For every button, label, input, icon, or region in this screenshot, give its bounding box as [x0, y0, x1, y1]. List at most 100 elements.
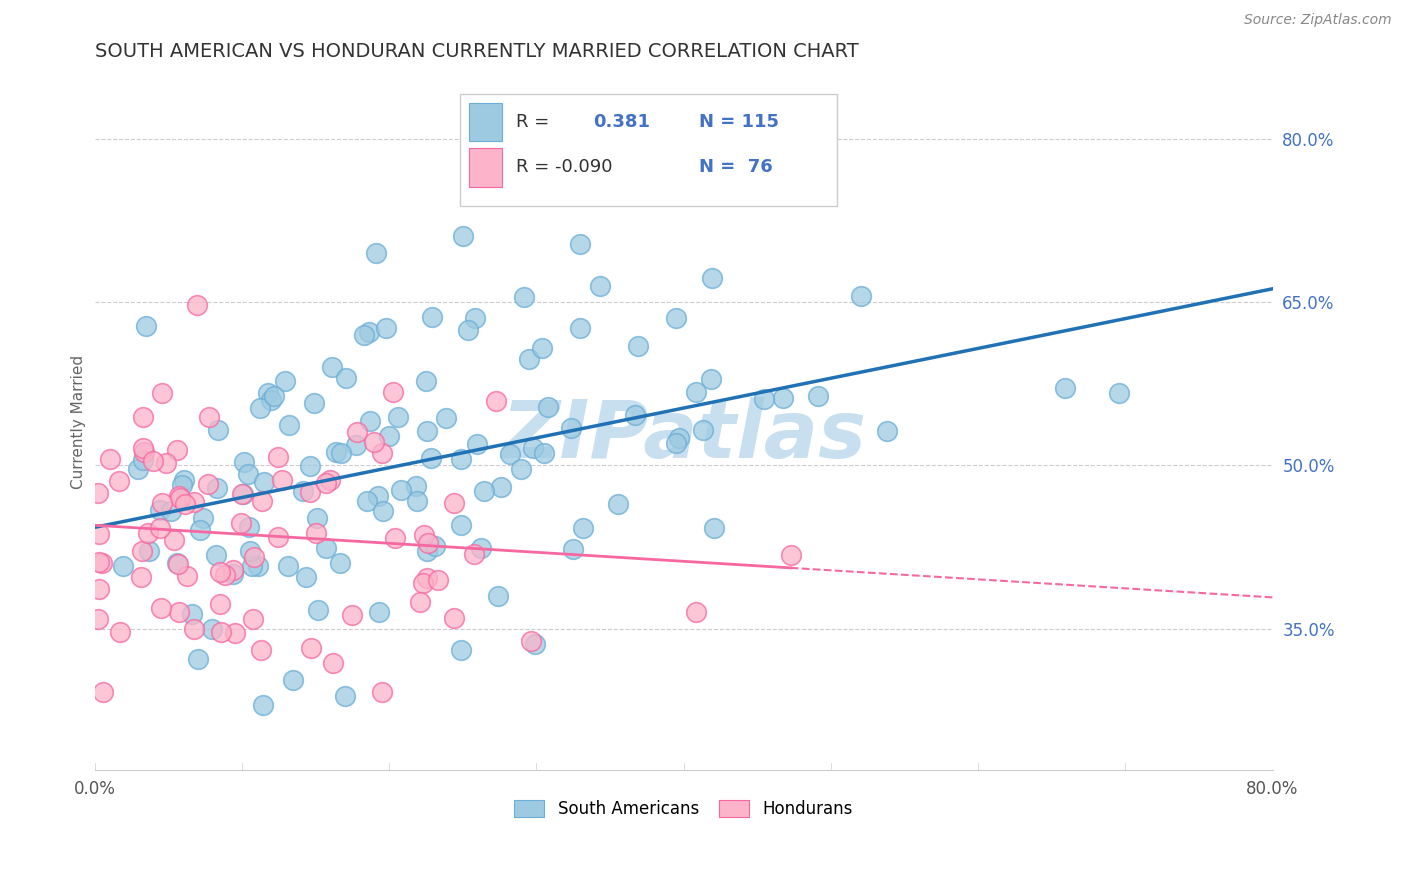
- Point: [607, 497, 630, 511]
- Point: [463, 547, 485, 561]
- Text: ZIPatlas: ZIPatlas: [501, 397, 866, 475]
- Point: [779, 548, 801, 562]
- Point: [509, 462, 531, 476]
- Point: [149, 503, 172, 517]
- Point: [700, 372, 723, 386]
- Point: [183, 622, 205, 636]
- Point: [499, 447, 522, 461]
- Point: [329, 446, 352, 460]
- Point: [486, 589, 509, 603]
- Point: [522, 441, 544, 455]
- Point: [87, 527, 110, 541]
- Point: [443, 611, 465, 625]
- Point: [246, 558, 269, 573]
- Point: [406, 493, 429, 508]
- Point: [315, 475, 337, 490]
- Point: [561, 542, 583, 557]
- Point: [166, 442, 188, 457]
- Point: [450, 518, 472, 533]
- Point: [295, 570, 318, 584]
- Point: [108, 474, 131, 488]
- Point: [298, 484, 321, 499]
- FancyBboxPatch shape: [470, 148, 502, 186]
- Point: [188, 523, 211, 537]
- Point: [150, 385, 173, 400]
- Point: [367, 605, 389, 619]
- Point: [242, 549, 264, 564]
- Point: [270, 473, 292, 487]
- Point: [191, 511, 214, 525]
- Point: [252, 698, 274, 712]
- Point: [517, 351, 540, 366]
- Point: [132, 453, 155, 467]
- Point: [346, 425, 368, 440]
- Point: [353, 328, 375, 343]
- Point: [127, 462, 149, 476]
- Point: [110, 624, 132, 639]
- Point: [772, 392, 794, 406]
- Point: [524, 637, 547, 651]
- Point: [242, 612, 264, 626]
- Point: [87, 612, 110, 626]
- Point: [150, 496, 173, 510]
- Point: [588, 279, 610, 293]
- Point: [183, 495, 205, 509]
- Point: [253, 475, 276, 489]
- Point: [240, 558, 263, 573]
- Point: [222, 567, 245, 582]
- Point: [537, 400, 560, 414]
- Point: [325, 445, 347, 459]
- Point: [131, 544, 153, 558]
- Point: [513, 290, 536, 304]
- Text: R = -0.090: R = -0.090: [516, 159, 613, 177]
- Point: [374, 321, 396, 335]
- Point: [267, 530, 290, 544]
- Point: [519, 633, 541, 648]
- Point: [232, 455, 254, 469]
- Point: [307, 602, 329, 616]
- Point: [249, 642, 271, 657]
- Point: [333, 690, 356, 704]
- Point: [357, 325, 380, 339]
- Point: [134, 445, 156, 459]
- Text: SOUTH AMERICAN VS HONDURAN CURRENTLY MARRIED CORRELATION CHART: SOUTH AMERICAN VS HONDURAN CURRENTLY MAR…: [94, 42, 858, 61]
- FancyBboxPatch shape: [460, 95, 837, 206]
- Point: [207, 481, 229, 495]
- Point: [387, 410, 409, 425]
- Point: [274, 374, 297, 388]
- Point: [231, 487, 253, 501]
- Point: [627, 339, 650, 353]
- Point: [384, 532, 406, 546]
- Point: [371, 446, 394, 460]
- Point: [138, 544, 160, 558]
- Point: [453, 229, 475, 244]
- Point: [423, 539, 446, 553]
- Point: [416, 536, 439, 550]
- Point: [416, 424, 439, 438]
- Point: [131, 409, 153, 424]
- Point: [329, 556, 352, 570]
- Point: [232, 487, 254, 501]
- Point: [249, 401, 271, 415]
- Point: [685, 384, 707, 399]
- Point: [250, 493, 273, 508]
- Point: [685, 605, 707, 619]
- Point: [239, 544, 262, 558]
- Point: [363, 434, 385, 449]
- Point: [135, 318, 157, 333]
- Text: 0.381: 0.381: [593, 113, 650, 131]
- Point: [231, 516, 253, 531]
- Point: [167, 489, 190, 503]
- Y-axis label: Currently Married: Currently Married: [72, 355, 86, 489]
- Point: [849, 289, 872, 303]
- Point: [299, 640, 322, 655]
- Point: [155, 456, 177, 470]
- Point: [408, 595, 430, 609]
- Point: [366, 246, 388, 260]
- Text: N =  76: N = 76: [699, 159, 773, 177]
- Point: [283, 673, 305, 688]
- Point: [533, 446, 555, 460]
- Point: [359, 414, 381, 428]
- Point: [335, 371, 357, 385]
- Point: [208, 597, 231, 611]
